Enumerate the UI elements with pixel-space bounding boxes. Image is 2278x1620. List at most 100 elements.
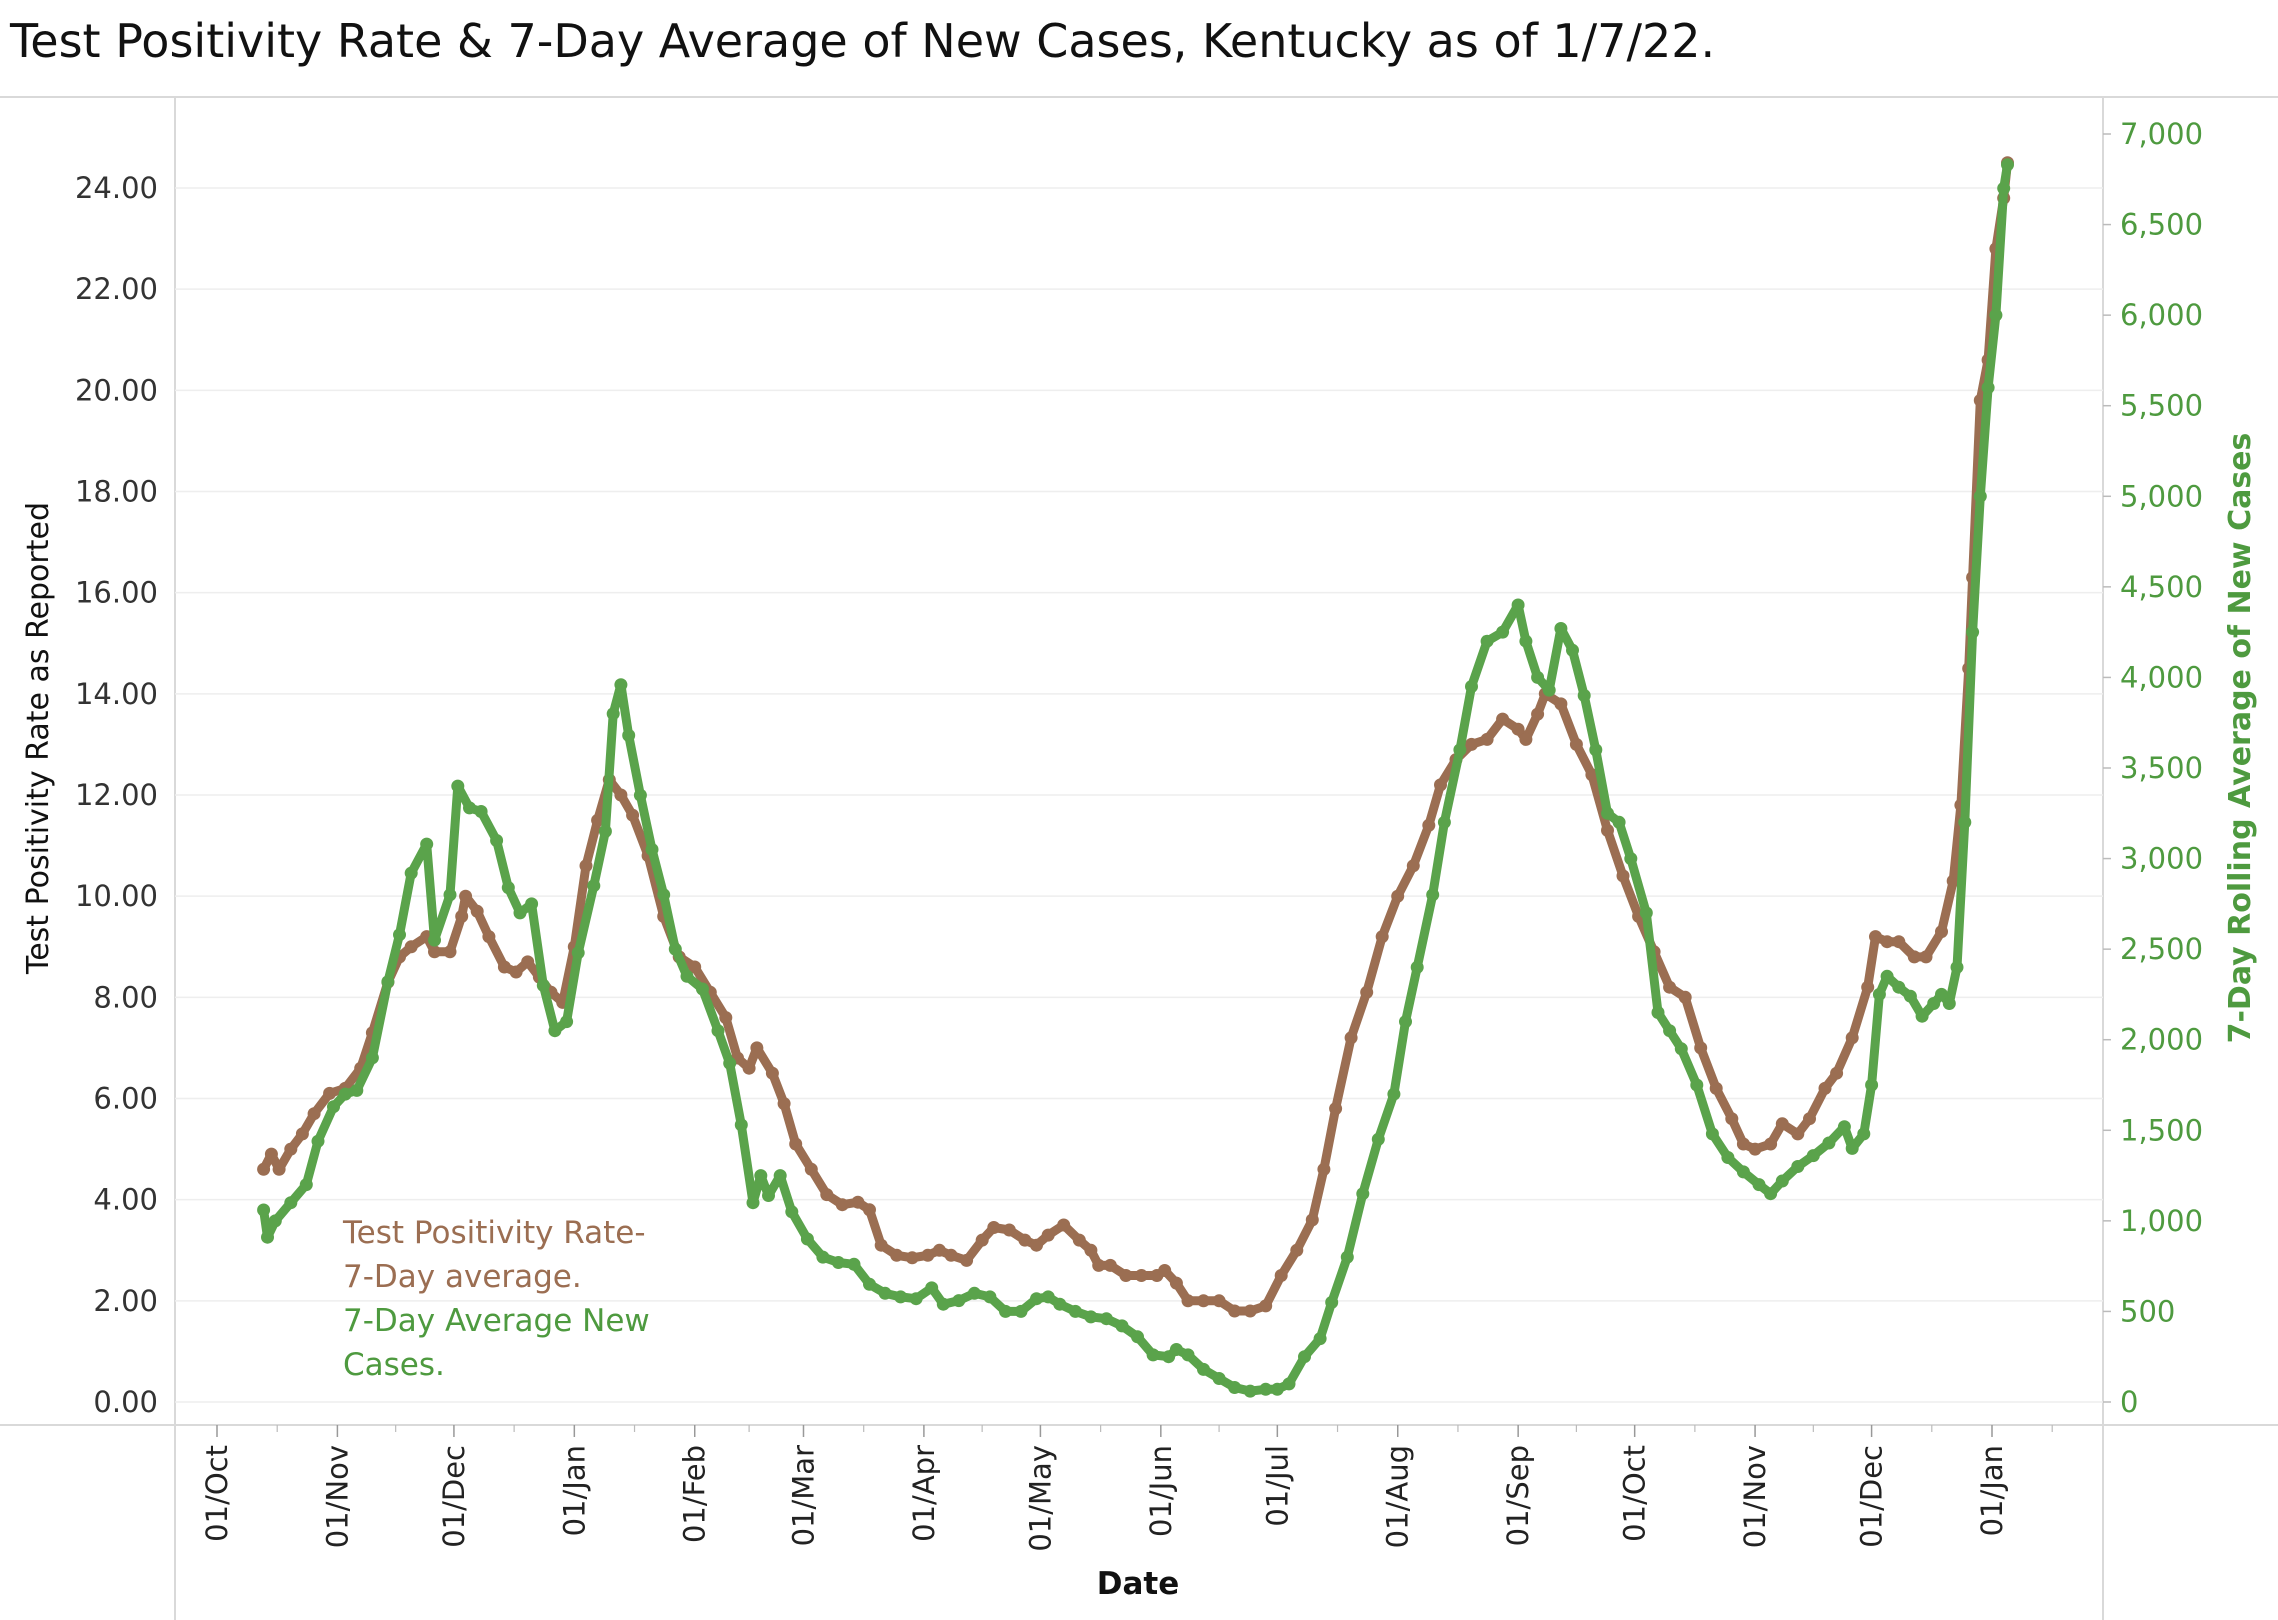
cases-point [1705, 1127, 1719, 1141]
positivity-point [295, 1127, 309, 1141]
cases-point [463, 801, 476, 815]
positivity-point [1434, 778, 1447, 792]
cases-point [1519, 634, 1533, 648]
x-tick-label: 01/Dec [1855, 1445, 1889, 1548]
cases-point [1212, 1372, 1226, 1385]
right-tick-label: 5,500 [2120, 389, 2203, 423]
cases-point [1612, 815, 1626, 829]
cases-point [311, 1134, 325, 1148]
right-tick-label: 5,000 [2120, 479, 2203, 513]
positivity-point [626, 808, 640, 822]
positivity-point [1317, 1162, 1331, 1176]
positivity-point [851, 1195, 865, 1209]
positivity-point [1391, 889, 1405, 903]
cases-point [1465, 680, 1478, 693]
positivity-point [1169, 1276, 1183, 1290]
positivity-point [1243, 1304, 1257, 1318]
cases-point [365, 1051, 379, 1065]
cases-point [816, 1250, 830, 1264]
cases-point [525, 897, 539, 911]
cases-point [1845, 1141, 1859, 1155]
positivity-point [1569, 737, 1583, 751]
positivity-point [874, 1238, 888, 1252]
positivity-point [1103, 1258, 1117, 1272]
positivity-point [1092, 1258, 1106, 1272]
x-tick-label: 01/Nov [1738, 1445, 1772, 1548]
positivity-point [1274, 1269, 1288, 1282]
cases-point [1115, 1319, 1129, 1333]
positivity-point [777, 1097, 791, 1111]
cases-point [1496, 625, 1510, 639]
cases-point [1453, 743, 1467, 757]
cases-point [680, 969, 694, 983]
positivity-point [1290, 1243, 1304, 1257]
positivity-point [1818, 1081, 1832, 1095]
cases-point [1099, 1312, 1113, 1326]
cases-point [501, 881, 515, 895]
cases-point [587, 879, 601, 893]
cases-point [1966, 625, 1980, 639]
cases-point [1663, 1024, 1677, 1038]
positivity-point [1259, 1299, 1273, 1313]
cases-point [1181, 1348, 1195, 1362]
gridlines [175, 187, 2103, 1403]
positivity-point [1892, 935, 1906, 949]
positivity-point [459, 889, 473, 903]
positivity-point [1519, 732, 1533, 746]
positivity-point [1764, 1137, 1778, 1151]
cases-point [1542, 683, 1556, 697]
right-tick-label: 1,500 [2120, 1113, 2203, 1147]
left-axis-title: Test Positivity Rate as Reported [21, 502, 56, 975]
cases-point [571, 946, 585, 960]
cases-point [894, 1290, 908, 1304]
positivity-point [1880, 935, 1894, 949]
positivity-point [863, 1203, 876, 1217]
right-y-axis: 7,000 6,500 6,000 5,500 5,000 4,500 4,000 3,500… [2103, 117, 2203, 1419]
cases-point [1674, 1042, 1688, 1056]
positivity-point [307, 1107, 321, 1121]
positivity-point [1869, 930, 1882, 944]
positivity-point [1709, 1081, 1723, 1095]
cases-point [1270, 1382, 1284, 1396]
right-axis-title: 7-Day Rolling Average of New Cases [2223, 433, 2258, 1044]
cases-point [1806, 1149, 1820, 1163]
left-tick-label: 16.00 [75, 576, 158, 610]
cases-point [1014, 1304, 1028, 1318]
left-tick-label: 24.00 [75, 171, 158, 205]
positivity-point [1072, 1233, 1086, 1247]
left-y-axis: 24.00 22.00 20.00 18.00 16.00 14.00 12.00 10.00… [75, 171, 158, 1419]
positivity-point [1228, 1304, 1242, 1318]
positivity-point [323, 1086, 337, 1100]
positivity-point [1775, 1117, 1789, 1131]
cases-point [1880, 969, 1894, 983]
positivity-point [1601, 823, 1614, 837]
positivity-point [1791, 1127, 1805, 1141]
cases-point [327, 1100, 340, 1114]
cases-point [696, 982, 709, 996]
positivity-point [804, 1162, 818, 1176]
cases-point [1822, 1136, 1836, 1150]
cases-point [1903, 989, 1917, 1003]
cases-point [1053, 1297, 1067, 1311]
positivity-point [987, 1221, 1001, 1234]
positivity-point [1861, 980, 1875, 994]
annotation-cases-line1: 7-Day Average New [343, 1303, 650, 1339]
positivity-point [1041, 1228, 1055, 1242]
positivity-point [820, 1188, 834, 1202]
cases-point [1958, 815, 1972, 829]
positivity-point [1919, 950, 1933, 964]
cases-line [259, 160, 2012, 1396]
cases-point [668, 942, 682, 956]
cases-point [299, 1178, 313, 1192]
right-tick-label: 4,500 [2120, 570, 2203, 604]
cases-point [513, 906, 527, 920]
cases-point [1927, 997, 1941, 1010]
cases-point [1857, 1127, 1871, 1141]
cases-point [548, 1024, 562, 1038]
cases-point [952, 1294, 966, 1308]
cases-point [1030, 1292, 1043, 1306]
annotation-positivity-line1: Test Positivity Rate- [342, 1215, 646, 1251]
positivity-point [975, 1233, 989, 1247]
positivity-point [1018, 1233, 1032, 1247]
positivity-point [1375, 930, 1389, 944]
